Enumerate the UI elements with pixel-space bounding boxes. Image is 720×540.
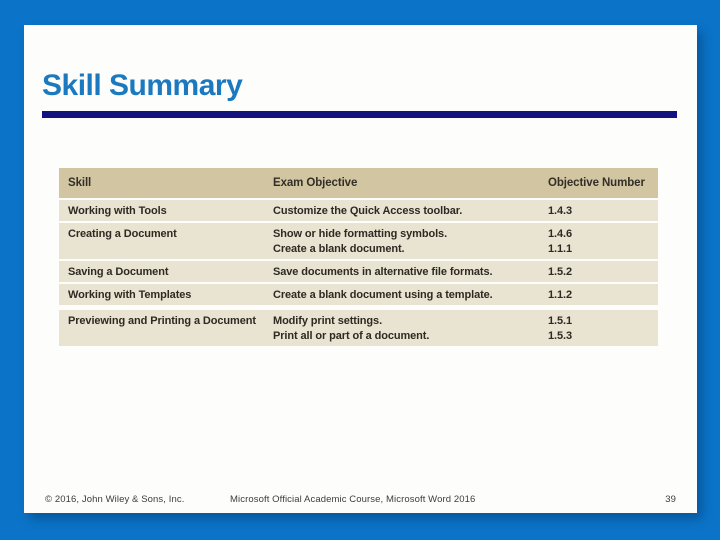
skill-cell: Working with Templates: [59, 283, 273, 308]
objective-cell: Customize the Quick Access toolbar.: [273, 199, 548, 222]
table-header-row: Skill Exam Objective Objective Number: [59, 168, 658, 199]
objective-number-cell: 1.1.2: [548, 283, 658, 308]
skill-table-body: Working with Tools Customize the Quick Ac…: [59, 199, 658, 346]
table-row: Working with Templates Create a blank doc…: [59, 283, 658, 308]
column-header: Exam Objective: [273, 168, 548, 199]
skill-cell: Working with Tools: [59, 199, 273, 222]
column-header: Objective Number: [548, 168, 658, 199]
table-row: Working with Tools Customize the Quick Ac…: [59, 199, 658, 222]
objective-cell: Save documents in alternative file forma…: [273, 260, 548, 283]
slide-page-number: 39: [665, 494, 676, 505]
column-header: Skill: [59, 168, 273, 199]
objective-number-cell: 1.5.1 1.5.3: [548, 307, 658, 346]
skill-cell: Saving a Document: [59, 260, 273, 283]
slide-canvas: Skill Summary Skill Exam Objective Objecti…: [24, 25, 697, 513]
table-row: Saving a Document Save documents in alter…: [59, 260, 658, 283]
title-underline-rule: [42, 111, 677, 118]
table-row: Previewing and Printing a Document Modify…: [59, 307, 658, 346]
objective-number-cell: 1.4.6 1.1.1: [548, 222, 658, 260]
objective-cell: Show or hide formatting symbols. Create …: [273, 222, 548, 260]
table-row: Creating a Document Show or hide formatti…: [59, 222, 658, 260]
skill-summary-table: Skill Exam Objective Objective Number Work…: [59, 168, 658, 346]
objective-cell: Create a blank document using a template…: [273, 283, 548, 308]
objective-number-cell: 1.4.3: [548, 199, 658, 222]
page-title: Skill Summary: [42, 69, 243, 102]
objective-cell: Modify print settings. Print all or part…: [273, 307, 548, 346]
footer-copyright: © 2016, John Wiley & Sons, Inc.: [45, 494, 185, 505]
objective-number-cell: 1.5.2: [548, 260, 658, 283]
skill-cell: Previewing and Printing a Document: [59, 307, 273, 346]
footer-course-name: Microsoft Official Academic Course, Micr…: [230, 494, 476, 505]
skill-cell: Creating a Document: [59, 222, 273, 260]
